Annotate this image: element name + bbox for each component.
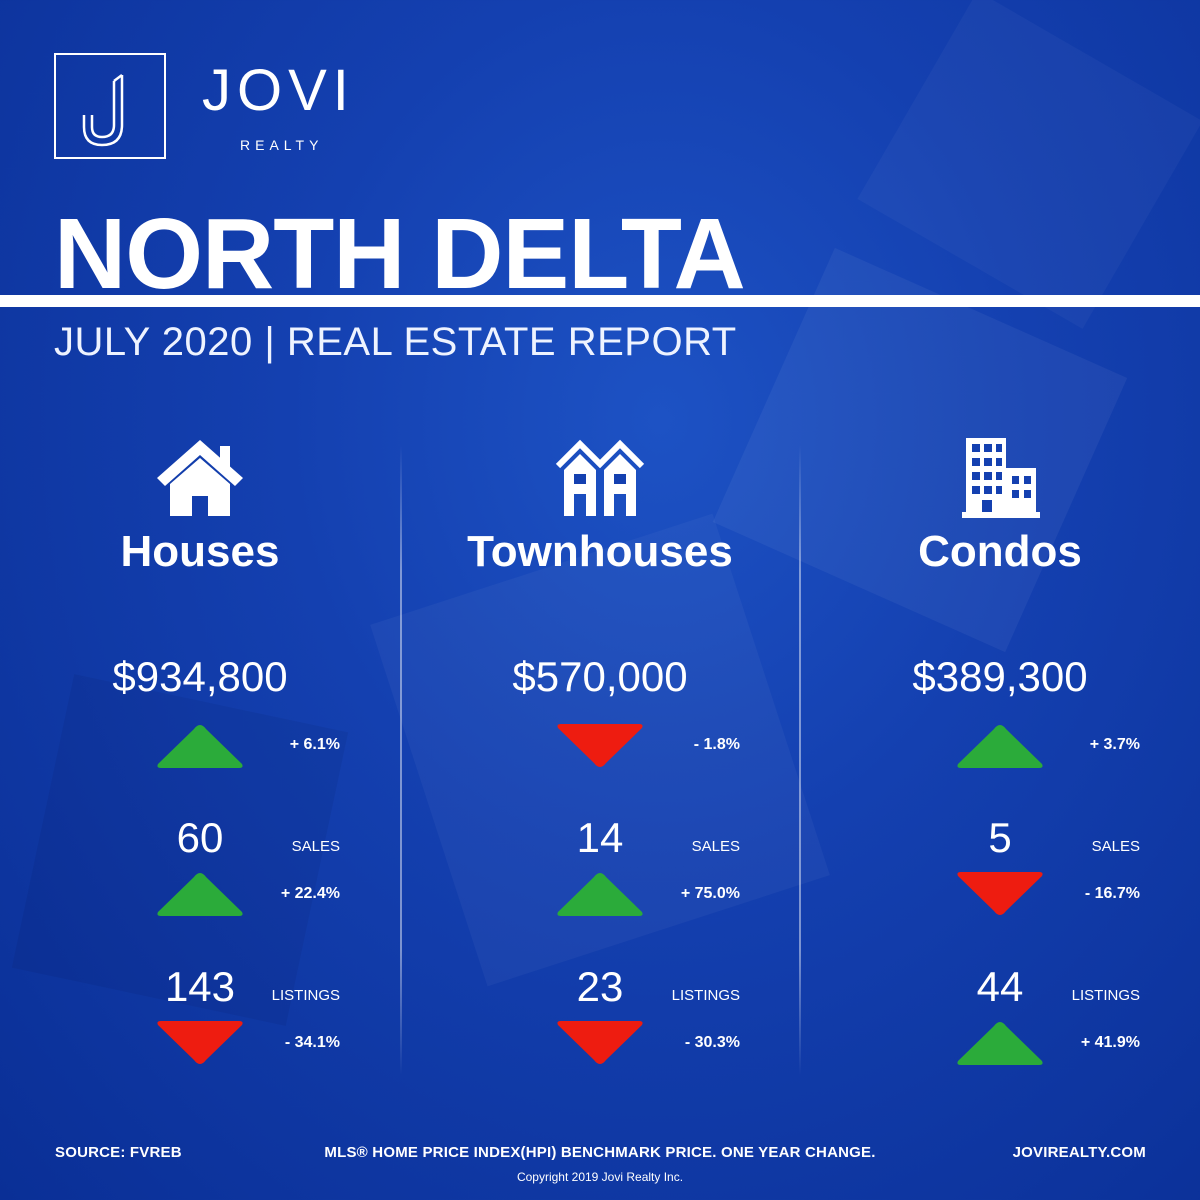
brand-subtitle: REALTY xyxy=(240,137,324,153)
change-arrow-icon xyxy=(157,873,243,916)
sales-label: SALES xyxy=(691,838,740,855)
condo-building-icon xyxy=(962,438,1040,518)
sales-count: 60 xyxy=(176,814,224,861)
report-subtitle: JULY 2020 | REAL ESTATE REPORT xyxy=(54,320,737,364)
logo-mark xyxy=(54,53,166,159)
listings-count: 23 xyxy=(576,963,624,1010)
website-link[interactable]: JOVIREALTY.COM xyxy=(1012,1144,1146,1161)
listings-label: LISTINGS xyxy=(671,987,740,1004)
change-arrow-icon xyxy=(557,873,643,916)
change-arrow-icon xyxy=(957,1022,1043,1065)
benchmark-price: $934,800 xyxy=(112,653,288,700)
sales-change: + 22.4% xyxy=(280,885,340,902)
listings-label: LISTINGS xyxy=(1071,987,1140,1004)
sales-count: 5 xyxy=(988,814,1012,861)
price-change: + 6.1% xyxy=(289,736,340,753)
methodology-note: MLS® HOME PRICE INDEX(HPI) BENCHMARK PRI… xyxy=(324,1144,876,1161)
copyright: Copyright 2019 Jovi Realty Inc. xyxy=(516,1170,684,1184)
column-divider xyxy=(400,445,402,1075)
category-name: Townhouses xyxy=(467,527,733,576)
benchmark-price: $389,300 xyxy=(912,653,1088,700)
condos-column: Condos $389,300 + 3.7% 5 SALES - 16.7% 4… xyxy=(800,0,1200,1200)
j-monogram-icon xyxy=(82,74,124,147)
page-title: NORTH DELTA xyxy=(54,198,746,310)
change-arrow-icon xyxy=(157,1021,243,1064)
listings-change: + 41.9% xyxy=(1080,1034,1140,1051)
listings-change: - 30.3% xyxy=(684,1034,740,1051)
benchmark-price: $570,000 xyxy=(512,653,688,700)
sales-label: SALES xyxy=(1091,838,1140,855)
sales-label: SALES xyxy=(291,838,340,855)
price-change: + 3.7% xyxy=(1089,736,1140,753)
listings-count: 143 xyxy=(164,963,236,1010)
change-arrow-icon xyxy=(557,724,643,767)
change-arrow-icon xyxy=(957,872,1043,915)
column-divider xyxy=(799,445,801,1075)
houses-column: Houses $934,800 + 6.1% 60 SALES + 22.4% … xyxy=(0,0,400,1200)
listings-label: LISTINGS xyxy=(271,987,340,1004)
townhouses-column: Townhouses $570,000 - 1.8% 14 SALES + 75… xyxy=(400,0,800,1200)
category-name: Houses xyxy=(120,527,280,576)
sales-count: 14 xyxy=(576,814,624,861)
change-arrow-icon xyxy=(157,725,243,768)
category-name: Condos xyxy=(918,527,1082,576)
brand-name: JOVI xyxy=(202,58,355,123)
listings-count: 44 xyxy=(976,963,1024,1010)
sales-change: - 16.7% xyxy=(1084,885,1140,902)
title-underline xyxy=(0,295,1200,307)
change-arrow-icon xyxy=(557,1021,643,1064)
source-note: SOURCE: FVREB xyxy=(55,1144,182,1161)
house-icon xyxy=(157,440,243,516)
price-change: - 1.8% xyxy=(693,736,740,753)
change-arrow-icon xyxy=(957,725,1043,768)
listings-change: - 34.1% xyxy=(284,1034,340,1051)
townhouse-icon xyxy=(555,439,645,516)
sales-change: + 75.0% xyxy=(680,885,740,902)
